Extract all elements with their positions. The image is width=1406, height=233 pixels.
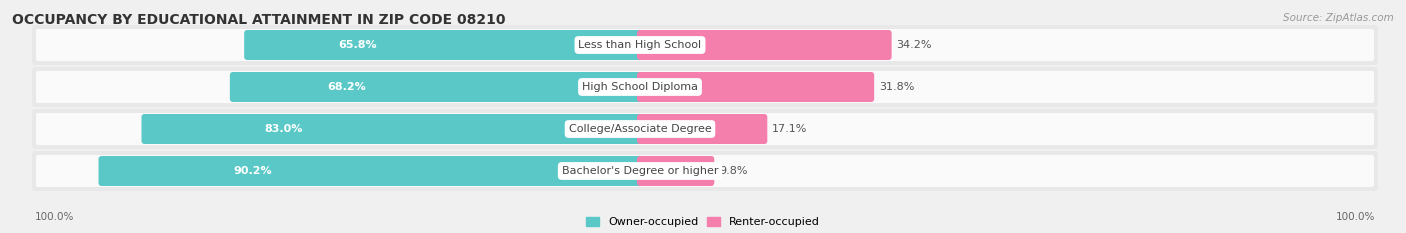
FancyBboxPatch shape xyxy=(37,29,1374,61)
FancyBboxPatch shape xyxy=(32,25,1378,65)
FancyBboxPatch shape xyxy=(37,155,1374,187)
Text: 65.8%: 65.8% xyxy=(337,40,377,50)
Text: College/Associate Degree: College/Associate Degree xyxy=(568,124,711,134)
FancyBboxPatch shape xyxy=(245,30,643,60)
FancyBboxPatch shape xyxy=(37,113,1374,145)
FancyBboxPatch shape xyxy=(637,156,714,186)
FancyBboxPatch shape xyxy=(637,72,875,102)
Text: Bachelor's Degree or higher: Bachelor's Degree or higher xyxy=(562,166,718,176)
Legend: Owner-occupied, Renter-occupied: Owner-occupied, Renter-occupied xyxy=(586,217,820,227)
Text: 90.2%: 90.2% xyxy=(233,166,271,176)
Text: 68.2%: 68.2% xyxy=(328,82,366,92)
Text: OCCUPANCY BY EDUCATIONAL ATTAINMENT IN ZIP CODE 08210: OCCUPANCY BY EDUCATIONAL ATTAINMENT IN Z… xyxy=(13,13,506,27)
FancyBboxPatch shape xyxy=(637,114,768,144)
Text: High School Diploma: High School Diploma xyxy=(582,82,697,92)
FancyBboxPatch shape xyxy=(37,71,1374,103)
FancyBboxPatch shape xyxy=(32,109,1378,149)
Text: 100.0%: 100.0% xyxy=(35,212,75,222)
FancyBboxPatch shape xyxy=(637,30,891,60)
Text: 9.8%: 9.8% xyxy=(720,166,748,176)
Text: 31.8%: 31.8% xyxy=(879,82,914,92)
Text: 83.0%: 83.0% xyxy=(264,124,302,134)
Text: Less than High School: Less than High School xyxy=(578,40,702,50)
Text: Source: ZipAtlas.com: Source: ZipAtlas.com xyxy=(1284,13,1393,23)
FancyBboxPatch shape xyxy=(229,72,643,102)
FancyBboxPatch shape xyxy=(32,67,1378,107)
FancyBboxPatch shape xyxy=(142,114,643,144)
Text: 34.2%: 34.2% xyxy=(897,40,932,50)
FancyBboxPatch shape xyxy=(32,151,1378,191)
FancyBboxPatch shape xyxy=(98,156,643,186)
Text: 17.1%: 17.1% xyxy=(772,124,807,134)
Text: 100.0%: 100.0% xyxy=(1336,212,1375,222)
